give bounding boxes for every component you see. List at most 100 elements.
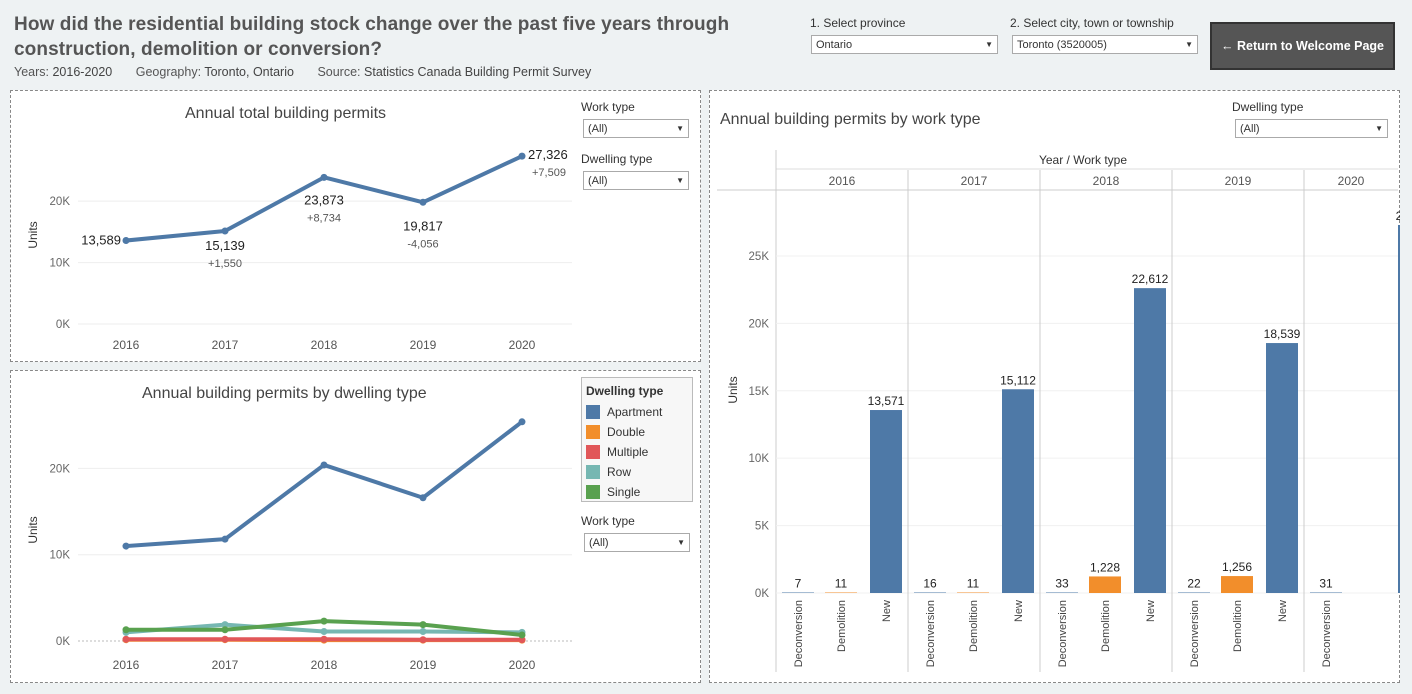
dwelling-type-select[interactable]: (All) ▼	[1235, 119, 1388, 138]
data-point	[221, 535, 229, 543]
legend-item[interactable]: Row	[586, 462, 688, 482]
dwelling-type-filter-label: Dwelling type	[581, 152, 653, 166]
x-category-label: New	[881, 600, 893, 622]
x-tick-label: 2020	[509, 658, 536, 672]
city-select-value: Toronto (3520005)	[1017, 38, 1107, 51]
bar-demolition	[957, 592, 989, 593]
chevron-down-icon: ▼	[676, 176, 684, 185]
data-point	[221, 621, 229, 629]
x-category-label: Deconversion	[1321, 600, 1333, 667]
y-tick-label: 0K	[56, 319, 70, 331]
data-label: 13,589	[81, 233, 121, 248]
data-point	[320, 461, 328, 469]
bar-value-label: 13,571	[868, 394, 905, 408]
x-category-label: Deconversion	[1189, 600, 1201, 667]
work-type-chart: Year / Work type 0K 5K 10K 15K 20K 25K Units 201…	[717, 150, 1400, 672]
legend-label: Double	[607, 425, 646, 439]
page-subtitle: Years: 2016-2020 Geography: Toronto, Ont…	[14, 65, 591, 79]
x-tick-label: 2017	[212, 658, 239, 672]
total-permits-title: Annual total building permits	[185, 105, 387, 122]
x-axis-header: Year / Work type	[1039, 153, 1127, 167]
change-label: -4,056	[407, 238, 438, 250]
x-category-label: Demolition	[1232, 600, 1244, 652]
x-tick-label: 2019	[410, 658, 437, 672]
work-type-title: Annual building permits by work type	[720, 111, 981, 128]
y-axis-label: Units	[26, 516, 40, 543]
data-point	[320, 628, 328, 636]
dwelling-type-select-value: (All)	[588, 174, 608, 187]
bar-value-label: 31	[1319, 577, 1333, 591]
legend-label: Apartment	[607, 405, 663, 419]
data-point	[122, 626, 130, 634]
legend-item[interactable]: Apartment	[586, 402, 688, 422]
bar-value-label: 22	[1187, 577, 1201, 591]
data-point	[419, 621, 427, 629]
data-point	[320, 617, 328, 625]
change-label: +7,509	[532, 167, 566, 179]
bar-value-label: 27,295	[1396, 209, 1400, 223]
x-category-label: Deconversion	[925, 600, 937, 667]
data-point	[122, 542, 130, 550]
legend-label: Single	[607, 485, 641, 499]
dwelling-type-select[interactable]: (All) ▼	[583, 171, 689, 190]
source-value: Statistics Canada Building Permit Survey	[364, 65, 592, 79]
legend-swatch	[586, 405, 600, 419]
work-type-filter-label: Work type	[581, 100, 635, 114]
bar-deconversion	[914, 592, 946, 593]
bar-new	[1266, 343, 1298, 593]
year-header: 2019	[1225, 174, 1252, 188]
y-tick-label: 10K	[50, 550, 71, 562]
bar-demolition	[825, 592, 857, 593]
data-point	[320, 173, 328, 181]
work-type-select[interactable]: (All) ▼	[583, 119, 689, 138]
bar-new	[1134, 288, 1166, 593]
series-line-apartment	[125, 420, 524, 549]
bar-new	[1002, 389, 1034, 593]
legend-item[interactable]: Multiple	[586, 442, 688, 462]
work-type-select[interactable]: (All) ▼	[584, 533, 690, 552]
data-point	[419, 494, 427, 502]
dwelling-permits-title: Annual building permits by dwelling type	[142, 385, 427, 402]
bar-value-label: 11	[835, 577, 848, 591]
legend-swatch	[586, 425, 600, 439]
legend-item[interactable]: Double	[586, 422, 688, 442]
bar-deconversion	[1310, 592, 1342, 593]
data-point	[518, 418, 526, 426]
data-point	[122, 635, 130, 643]
x-category-label: Deconversion	[1057, 600, 1069, 667]
geography-label: Geography:	[135, 65, 202, 79]
dwelling-permits-chart: 0K 10K 20K Units 2016 2017 2018 2019 2020	[26, 418, 572, 672]
year-header: 2016	[829, 174, 856, 188]
y-tick-label: 0K	[755, 588, 769, 600]
geography-value: Toronto, Ontario	[204, 65, 294, 79]
chevron-down-icon: ▼	[1375, 124, 1383, 133]
province-select[interactable]: Ontario ▼	[811, 35, 998, 54]
province-select-value: Ontario	[816, 38, 853, 51]
y-tick-label: 10K	[749, 453, 770, 465]
y-axis-label: Units	[26, 221, 40, 248]
data-label: 19,817	[403, 218, 443, 233]
data-point	[419, 198, 427, 206]
data-label: 27,326	[528, 147, 568, 162]
legend-title: Dwelling type	[586, 384, 664, 398]
legend-item[interactable]: Single	[586, 482, 688, 502]
legend-label: Multiple	[607, 445, 649, 459]
return-to-welcome-button[interactable]: ← Return to Welcome Page	[1210, 22, 1395, 70]
data-point	[320, 635, 328, 643]
year-header: 2020	[1338, 174, 1365, 188]
page-title: How did the residential building stock c…	[14, 14, 730, 60]
x-category-label: Deconversion	[793, 600, 805, 667]
years-value: 2016-2020	[52, 65, 113, 79]
x-tick-label: 2016	[113, 338, 140, 352]
x-category-label: New	[1145, 600, 1157, 622]
data-point	[221, 635, 229, 643]
y-axis-label: Units	[726, 376, 740, 403]
x-tick-label: 2018	[311, 338, 338, 352]
dwelling-type-select-value: (All)	[1240, 122, 1260, 135]
data-point	[419, 628, 427, 636]
change-label: +8,734	[307, 212, 341, 224]
years-label: Years:	[14, 65, 49, 79]
x-category-label: Demolition	[836, 600, 848, 652]
x-tick-label: 2017	[212, 338, 239, 352]
city-select[interactable]: Toronto (3520005) ▼	[1012, 35, 1198, 54]
